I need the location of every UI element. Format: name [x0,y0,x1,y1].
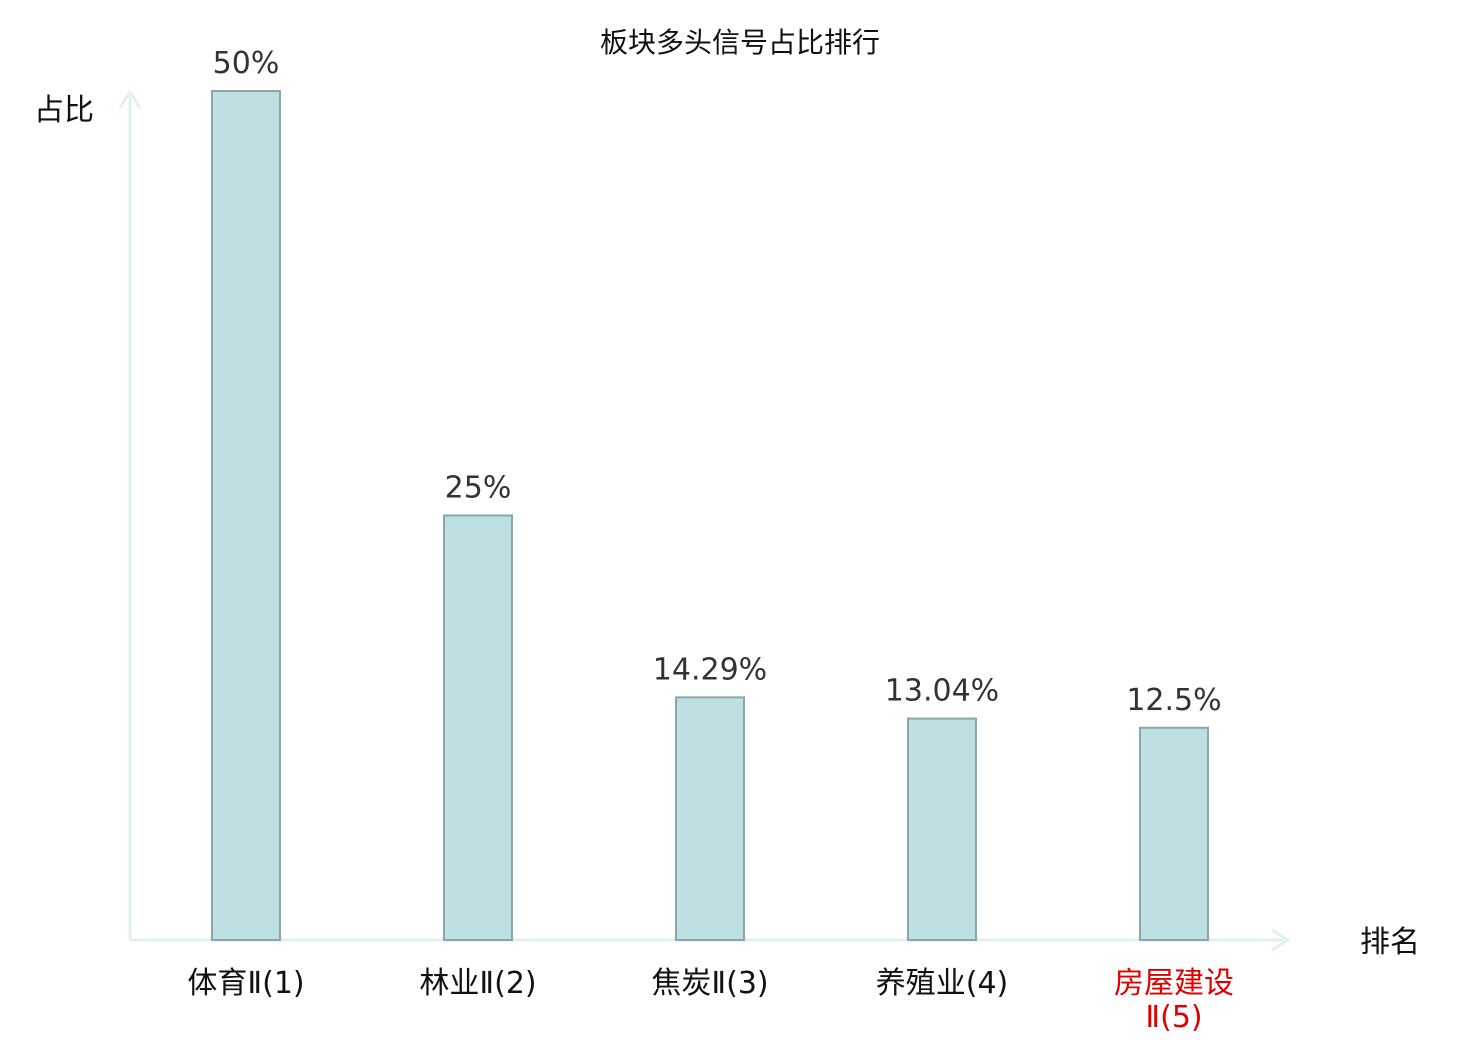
category-labels-group: 体育Ⅱ(1) 林业Ⅱ(2) 焦炭Ⅱ(3) 养殖业(4) 房屋建设 Ⅱ(5) [187,966,1234,1035]
category-label-1: 体育Ⅱ(1) [187,966,304,1001]
x-axis-arrow [1271,928,1291,952]
category-label-3: 焦炭Ⅱ(3) [651,966,768,1001]
chart-title: 板块多头信号占比排行 [600,26,880,59]
y-axis-label: 占比 [34,93,94,128]
category-label-2: 林业Ⅱ(2) [419,966,536,1001]
y-axis-arrow [118,89,142,109]
category-label-4-line-1: 养殖业(4) [876,966,1009,1001]
value-label-1: 50% [213,46,280,81]
bar-3 [675,696,745,941]
value-label-2: 25% [445,471,512,506]
bar-2 [443,514,513,941]
bar-5 [1139,726,1209,941]
x-axis-label: 排名 [1360,925,1420,960]
value-label-5: 12.5% [1126,683,1221,718]
category-label-4: 养殖业(4) [876,966,1009,1001]
value-label-4: 13.04% [885,674,999,709]
category-label-5: 房屋建设 Ⅱ(5) [1114,966,1234,1035]
category-label-2-line-1: 林业Ⅱ(2) [419,966,536,1001]
category-label-5-line-2: Ⅱ(5) [1145,1000,1202,1035]
category-label-1-line-1: 体育Ⅱ(1) [187,966,304,1001]
bar-1 [211,90,281,941]
value-label-3: 14.29% [653,652,767,687]
category-label-5-line-1: 房屋建设 [1114,966,1234,1001]
category-label-3-line-1: 焦炭Ⅱ(3) [651,966,768,1001]
value-labels-group: 50% 25% 14.29% 13.04% 12.5% [213,46,1222,718]
bar-4 [907,717,977,942]
bars-group [211,90,1209,942]
